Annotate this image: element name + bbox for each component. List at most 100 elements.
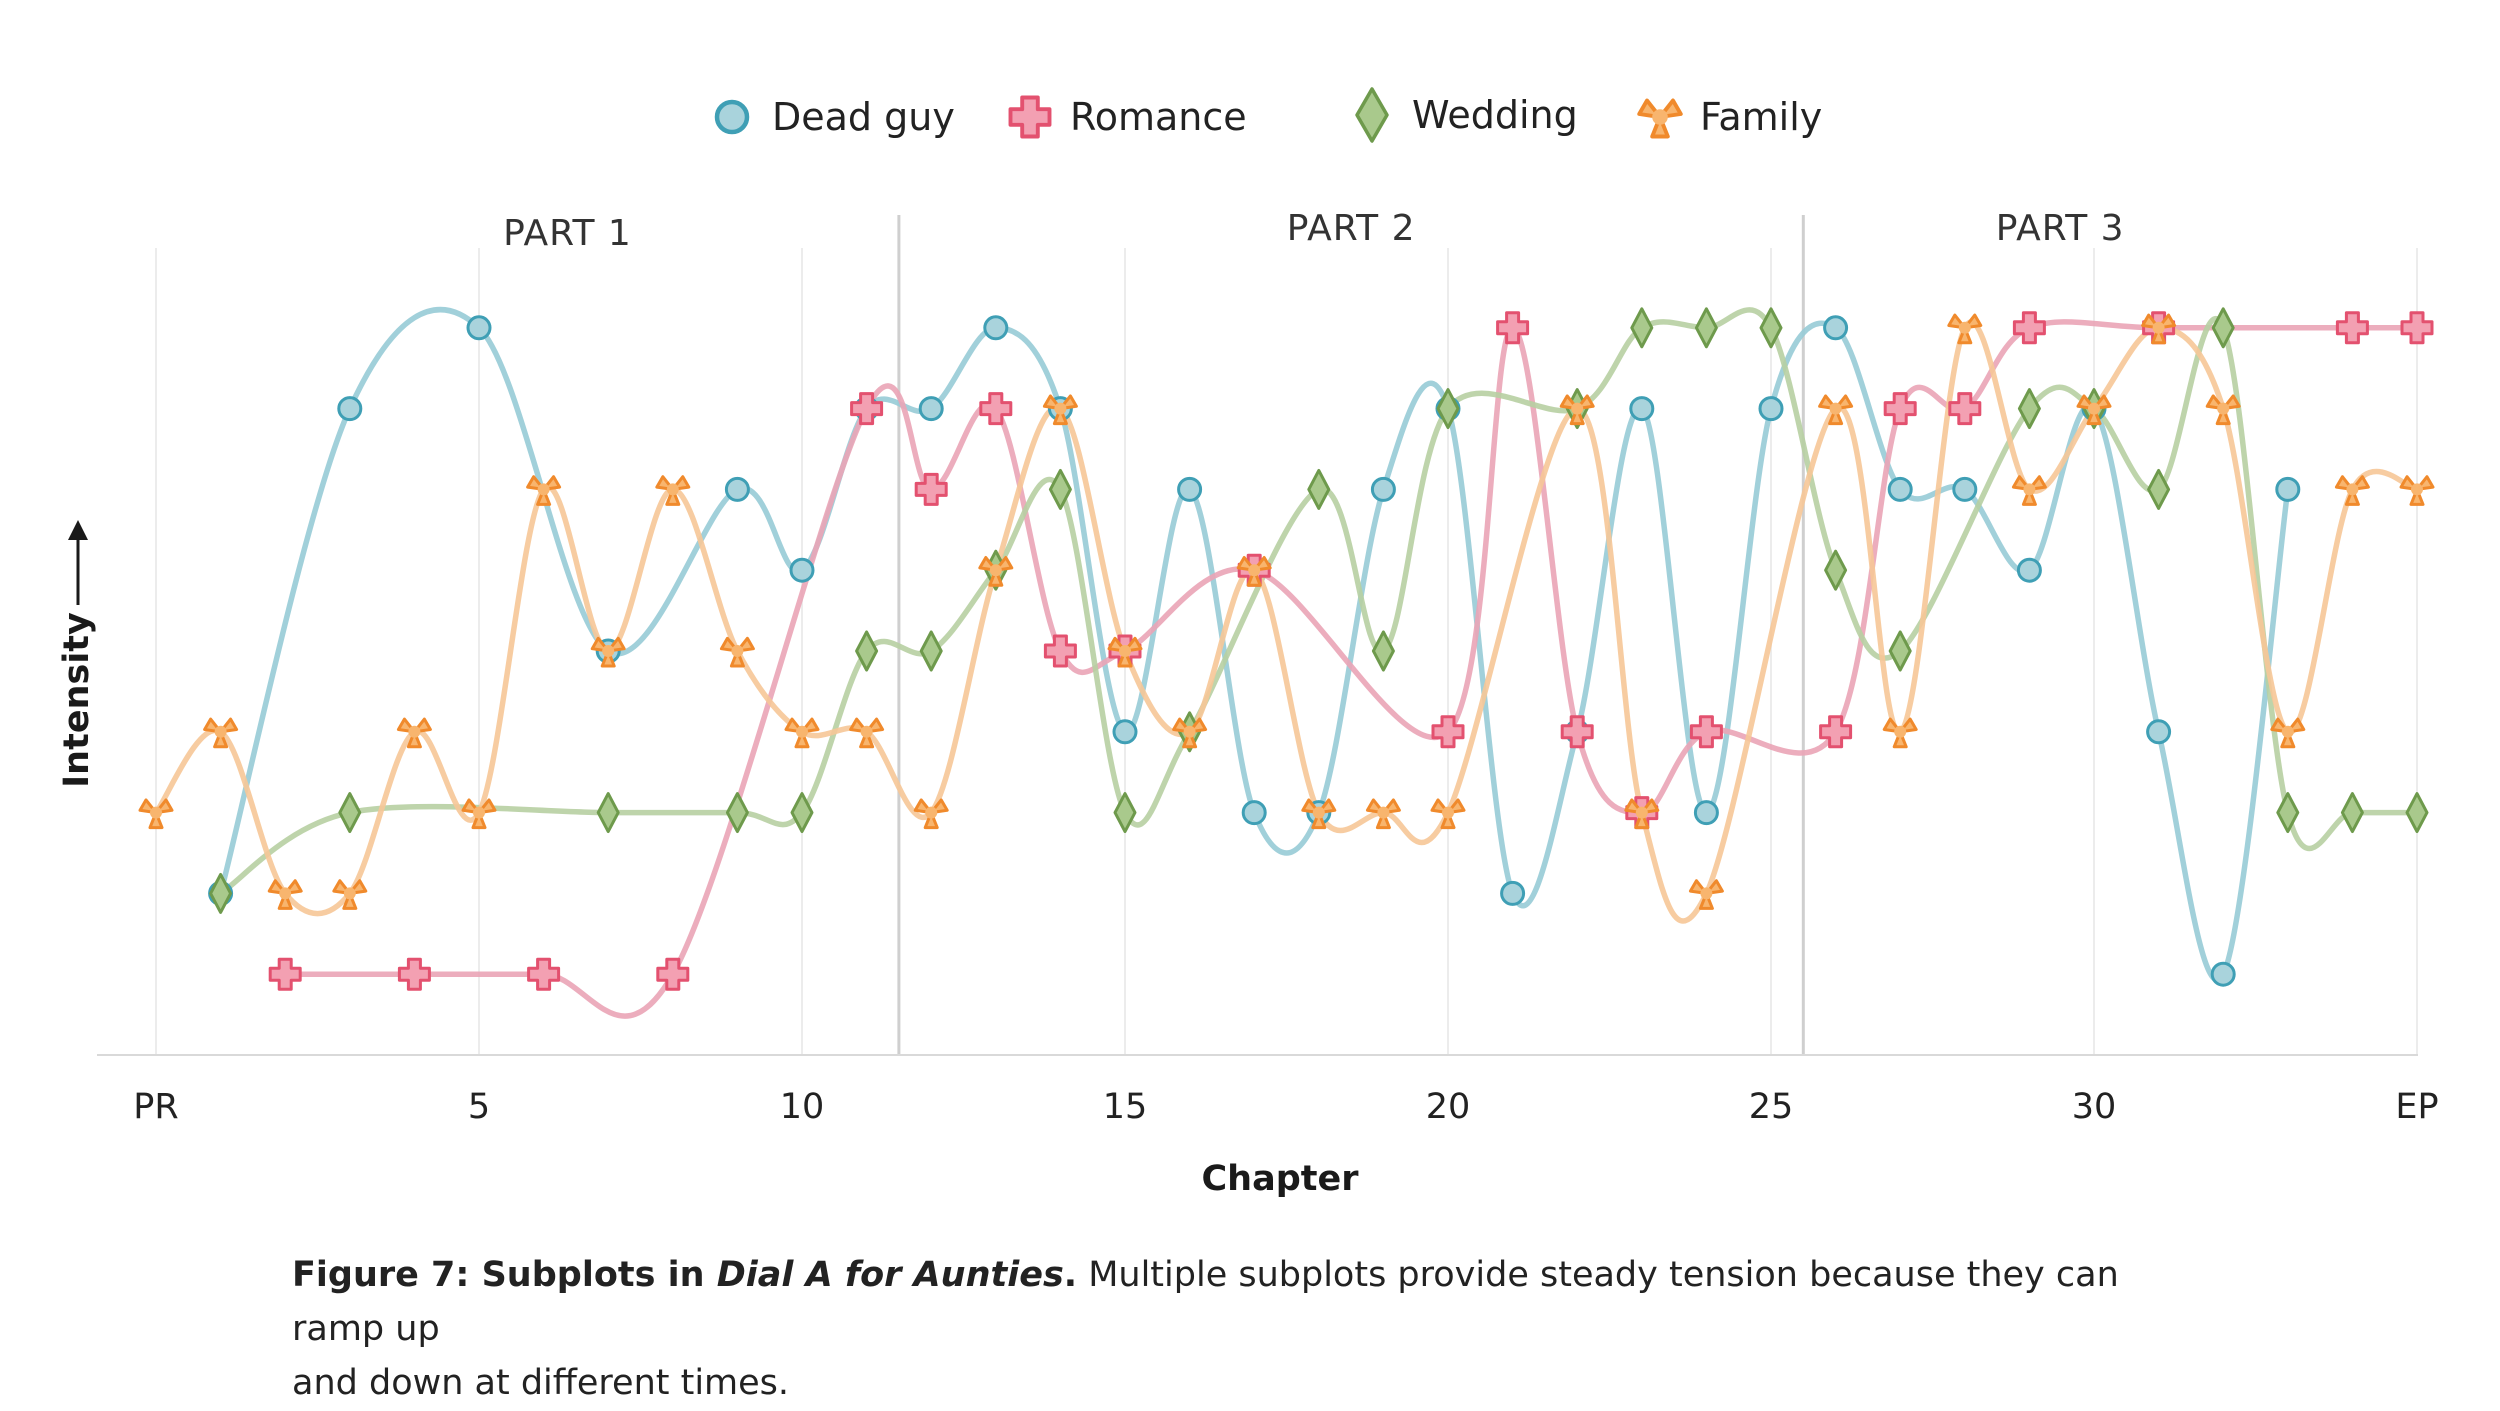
data-point-romance [914, 472, 948, 506]
data-point-dead-guy [918, 396, 944, 422]
caption-lead: Figure 7: Subplots in Dial A for Aunties… [292, 1255, 1077, 1295]
data-point-dead-guy [1241, 800, 1267, 826]
part-label-1: PART 1 [503, 213, 632, 254]
legend: Dead guy Romance Wedding Family [714, 87, 1822, 143]
data-point-dead-guy [1758, 396, 1784, 422]
data-point-wedding [1824, 549, 1848, 591]
caption-period: . [1063, 1255, 1078, 1295]
part-labels: PART 1 PART 2 PART 3 [503, 208, 2123, 254]
data-point-family-core [1377, 806, 1390, 819]
data-point-family-core [473, 806, 485, 819]
data-point-romance [656, 957, 690, 991]
data-point-family-core [537, 483, 550, 496]
data-point-dead-guy [983, 315, 1009, 341]
data-point-romance [2400, 311, 2434, 345]
data-point-dead-guy [1500, 880, 1526, 906]
data-point-family-core [2411, 483, 2423, 496]
data-point-family [590, 636, 626, 668]
data-point-family [1236, 556, 1272, 587]
x-tick-label: 10 [780, 1087, 825, 1127]
legend-marker-wedding [1355, 87, 1389, 143]
data-point-dead-guy [1887, 476, 1913, 502]
data-point-romance [397, 957, 431, 991]
data-point-wedding [1630, 307, 1654, 349]
data-point-dead-guy [1370, 476, 1396, 502]
legend-label: Family [1700, 95, 1822, 139]
data-point-family-core [860, 725, 873, 738]
data-point-dead-guy [1112, 719, 1138, 745]
y-axis-label: Intensity [57, 612, 97, 788]
data-point-wedding [1113, 792, 1137, 834]
data-point-family-core [2152, 321, 2165, 334]
series-line-romance [282, 319, 2420, 1019]
data-point-family [1559, 394, 1595, 426]
y-axis-arrow-head [68, 520, 88, 540]
data-point-family [2399, 475, 2435, 506]
data-point-family-shape [1236, 556, 1272, 587]
data-point-dead-guy [2146, 719, 2172, 745]
legend-label: Wedding [1412, 93, 1578, 137]
data-point-family-core [2023, 483, 2036, 496]
data-point-family [1365, 798, 1401, 830]
data-point-dead-guy [2275, 476, 2301, 502]
data-point-family-core [2217, 402, 2230, 415]
legend-marker-family-core [1652, 109, 1668, 125]
data-point-dead-guy [789, 557, 815, 583]
data-point-family-core [989, 564, 1002, 577]
legend-label: Romance [1070, 95, 1247, 139]
data-point-romance [979, 392, 1013, 426]
data-point-family-core [1183, 725, 1196, 738]
data-point-family [1624, 798, 1660, 830]
data-point-romance [1496, 311, 1530, 345]
data-point-family-core [731, 645, 744, 657]
data-point-family-core [1442, 806, 1454, 819]
data-point-family [1947, 313, 1983, 345]
data-point-family [655, 475, 691, 506]
x-tick-label: 15 [1103, 1087, 1148, 1127]
data-point-family [1107, 636, 1143, 668]
data-point-romance [1431, 715, 1465, 749]
x-tick-label: EP [2395, 1087, 2438, 1127]
data-point-wedding [338, 792, 362, 834]
data-point-wedding [1694, 307, 1718, 349]
x-axis-label: Chapter [1201, 1159, 1359, 1199]
data-point-family-core [796, 725, 808, 738]
data-point-family [396, 717, 432, 749]
data-point-dead-guy [337, 396, 363, 422]
data-point-family-core [150, 806, 162, 819]
data-point-romance [2012, 311, 2046, 345]
data-point-family-core [1894, 725, 1907, 738]
data-point-wedding [2405, 792, 2429, 834]
caption-lead-text: Figure 7: Subplots in [292, 1255, 717, 1295]
data-point-family [203, 717, 239, 749]
data-point-family-core [1571, 402, 1584, 415]
data-point-romance [1883, 392, 1917, 426]
data-point-family [2205, 394, 2241, 426]
data-point-family-core [1700, 887, 1713, 900]
data-point-family [526, 475, 562, 506]
data-point-dead-guy [1823, 315, 1849, 341]
data-point-dead-guy [1693, 800, 1719, 826]
data-point-romance [268, 957, 302, 991]
series-line-family [153, 319, 2420, 924]
data-point-wedding [2147, 468, 2171, 510]
caption-book-title: Dial A for Aunties [716, 1255, 1064, 1295]
data-point-family-core [2088, 402, 2100, 415]
data-point-wedding [725, 792, 749, 834]
x-tick-label: 30 [2072, 1087, 2117, 1127]
data-point-romance [1689, 715, 1723, 749]
data-point-family [784, 717, 820, 749]
x-tick-label: 20 [1426, 1087, 1471, 1127]
data-point-family-core [2346, 483, 2359, 496]
data-point-dead-guy [2210, 961, 2236, 987]
data-point-romance [850, 392, 884, 426]
data-point-family [719, 636, 755, 668]
grid-lines [155, 248, 2418, 1055]
data-point-family [913, 798, 949, 830]
legend-item-wedding: Wedding [1355, 87, 1578, 143]
data-point-wedding [1371, 630, 1395, 672]
data-point-family [2141, 313, 2177, 345]
legend-marker-romance [1008, 95, 1052, 139]
data-point-family [1301, 798, 1337, 830]
data-point-romance [2335, 311, 2369, 345]
